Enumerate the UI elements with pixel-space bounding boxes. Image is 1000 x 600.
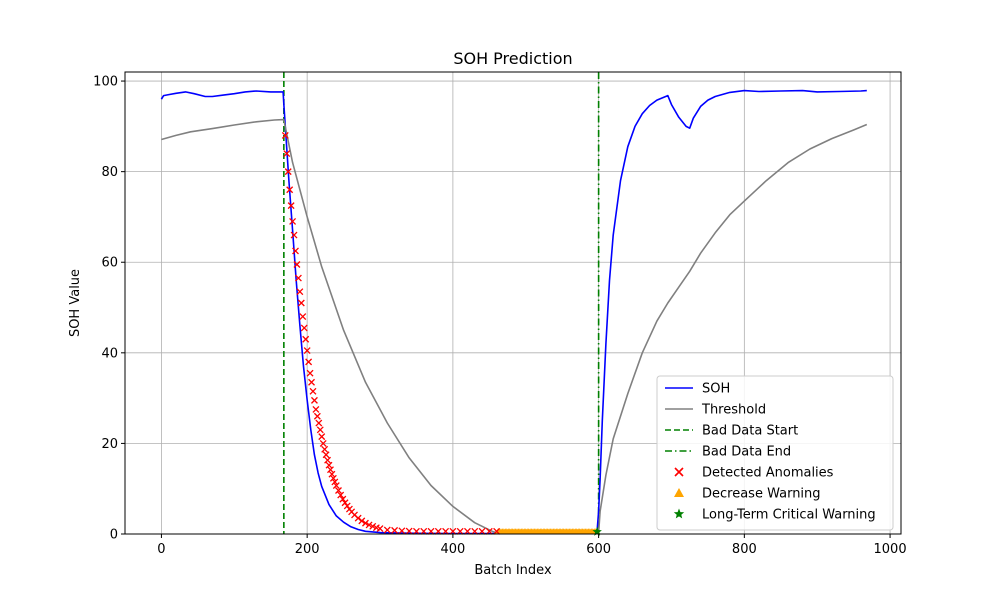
anomaly-marker-45 <box>358 517 366 525</box>
anomaly-marker-19 <box>309 387 317 395</box>
x-tick-label-4: 800 <box>732 542 757 557</box>
anomaly-marker-16 <box>305 358 313 366</box>
anomaly-marker-18 <box>308 378 315 386</box>
y-tick-label-0: 0 <box>110 528 118 543</box>
anomaly-marker-30 <box>325 461 333 469</box>
anomaly-marker-39 <box>341 499 349 507</box>
y-tick-label-3: 60 <box>101 256 118 271</box>
anomaly-marker-27 <box>321 445 329 453</box>
anomaly-marker-59 <box>442 527 450 535</box>
anomaly-marker-38 <box>339 495 347 503</box>
anomaly-marker-65 <box>485 527 493 535</box>
legend-box <box>656 375 894 531</box>
anomaly-marker-53 <box>398 527 406 535</box>
anomaly-marker-0 <box>281 131 289 139</box>
anomaly-marker-10 <box>296 288 304 296</box>
anomaly-marker-9 <box>294 274 302 282</box>
anomaly-marker-63 <box>471 527 479 535</box>
anomaly-marker-64 <box>478 527 486 535</box>
anomaly-marker-4 <box>287 202 295 210</box>
anomaly-marker-2 <box>284 168 292 176</box>
anomaly-marker-52 <box>391 526 399 534</box>
legend-detected-anomalies-label: Detected Anomalies <box>702 466 834 481</box>
anomaly-marker-31 <box>327 466 334 474</box>
anomaly-marker-5 <box>289 218 297 225</box>
anomaly-marker-48 <box>369 522 377 530</box>
anomaly-marker-62 <box>464 527 471 535</box>
anomaly-marker-57 <box>427 527 435 535</box>
legend-threshold-label: Threshold <box>701 403 766 418</box>
legend-soh-label: SOH <box>702 382 730 397</box>
anomaly-marker-34 <box>331 478 339 486</box>
anomaly-marker-26 <box>319 439 327 447</box>
anomaly-marker-54 <box>405 527 413 535</box>
y-tick-label-5: 100 <box>93 75 118 90</box>
legend-bad-data-start-label: Bad Data Start <box>702 424 798 439</box>
anomaly-marker-21 <box>312 405 320 413</box>
anomaly-marker-15 <box>303 347 311 355</box>
anomaly-marker-17 <box>306 369 314 377</box>
plot-area-frame <box>124 71 902 535</box>
y-tick-label-1: 20 <box>101 437 118 452</box>
anomaly-marker-35 <box>332 482 340 489</box>
anomaly-marker-12 <box>299 313 307 321</box>
legend-bad-data-end-label: Bad Data End <box>702 445 791 460</box>
anomaly-marker-24 <box>316 426 324 434</box>
x-tick-label-0: 0 <box>157 542 165 557</box>
axis-ticks: 0 200 400 600 800 1000 0 20 40 60 80 100 <box>93 75 906 557</box>
anomaly-marker-22 <box>313 412 321 420</box>
anomaly-marker-3 <box>286 186 294 194</box>
legend: SOH Threshold Bad Data Start Bad Data End De… <box>656 375 894 531</box>
anomaly-marker-61 <box>456 527 464 535</box>
markers <box>281 131 602 536</box>
bad-data-lines <box>283 72 600 534</box>
anomaly-marker-23 <box>315 419 323 427</box>
anomaly-marker-58 <box>434 527 442 535</box>
anomaly-marker-28 <box>322 451 330 459</box>
anomaly-marker-36 <box>335 487 342 494</box>
legend-decrease-warning-label: Decrease Warning <box>702 487 821 502</box>
anomaly-marker-51 <box>383 526 391 534</box>
x-tick-label-3: 600 <box>586 542 611 557</box>
anomaly-marker-66 <box>493 527 501 535</box>
anomaly-marker-60 <box>449 527 457 535</box>
anomaly-marker-7 <box>292 247 299 255</box>
chart-title: SOH Prediction <box>453 49 572 68</box>
anomaly-marker-46 <box>361 519 369 527</box>
legend-decrease-warning-swatch <box>674 488 684 497</box>
x-tick-label-2: 400 <box>440 542 465 557</box>
anomaly-marker-40 <box>343 502 351 510</box>
anomaly-marker-6 <box>290 231 298 239</box>
anomaly-marker-50 <box>376 525 384 533</box>
anomaly-marker-11 <box>297 299 305 307</box>
y-tick-label-4: 80 <box>101 165 118 180</box>
anomaly-marker-29 <box>324 456 332 464</box>
x-axis-label: Batch Index <box>474 563 552 578</box>
anomaly-marker-8 <box>293 261 301 268</box>
soh-line <box>160 89 867 535</box>
anomaly-marker-13 <box>300 324 308 332</box>
legend-long-term-critical-warning-swatch <box>673 508 685 519</box>
y-tick-label-2: 40 <box>101 346 118 361</box>
legend-long-term-critical-warning-label: Long-Term Critical Warning <box>702 508 876 523</box>
anomaly-marker-25 <box>318 433 326 441</box>
anomaly-marker-44 <box>354 514 362 522</box>
legend-detected-anomalies-swatch <box>674 467 684 477</box>
anomaly-marker-55 <box>412 527 420 535</box>
y-axis-label: SOH Value <box>68 269 83 337</box>
anomaly-marker-1 <box>283 150 291 157</box>
x-tick-label-5: 1000 <box>874 542 907 557</box>
anomaly-marker-14 <box>302 335 310 343</box>
anomaly-marker-32 <box>328 470 336 478</box>
x-tick-label-1: 200 <box>295 542 320 557</box>
anomaly-marker-20 <box>310 396 318 404</box>
anomaly-marker-33 <box>329 474 337 482</box>
anomaly-marker-37 <box>337 491 345 499</box>
anomaly-marker-56 <box>420 527 428 535</box>
anomaly-marker-47 <box>365 521 373 529</box>
